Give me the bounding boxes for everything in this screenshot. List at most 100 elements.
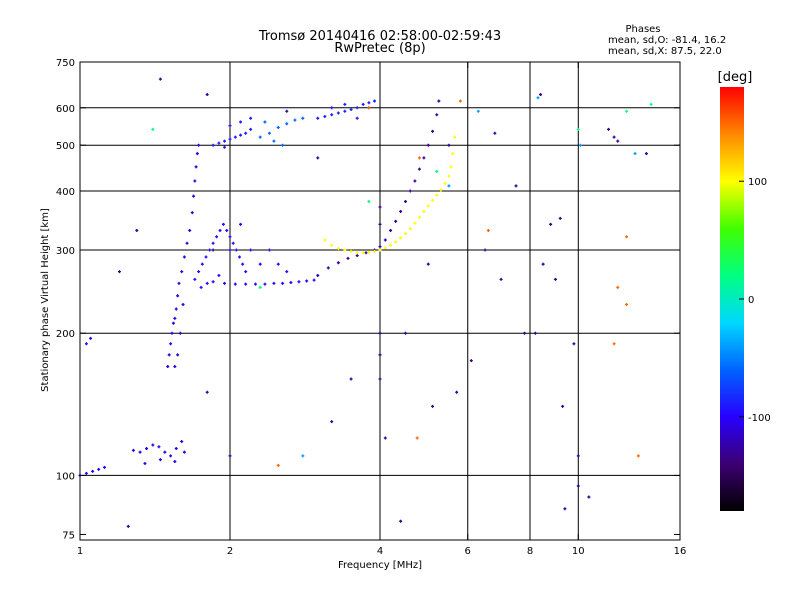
data-point — [249, 127, 253, 131]
data-point — [426, 204, 430, 208]
x-tick-label: 1 — [77, 546, 83, 557]
data-point — [431, 404, 435, 408]
data-point — [131, 448, 135, 452]
data-point — [346, 256, 350, 260]
data-point — [194, 165, 198, 169]
data-point — [399, 519, 403, 523]
y-tick-label: 200 — [56, 329, 75, 340]
data-point — [561, 404, 565, 408]
data-point — [84, 342, 88, 346]
data-point — [572, 342, 576, 346]
data-point — [349, 377, 353, 381]
data-point — [193, 277, 197, 281]
data-point — [399, 209, 403, 213]
data-point — [185, 241, 189, 245]
y-tick-label: 75 — [62, 530, 75, 541]
data-point — [228, 137, 232, 141]
data-point — [316, 273, 320, 277]
data-point — [145, 447, 149, 451]
data-point — [301, 116, 305, 120]
data-point — [174, 447, 178, 451]
data-point — [267, 248, 271, 252]
data-point — [258, 285, 262, 289]
data-point — [536, 96, 540, 100]
data-point — [633, 152, 637, 156]
data-point — [84, 471, 88, 475]
data-point — [378, 353, 382, 357]
data-point — [91, 469, 95, 473]
data-point — [89, 336, 93, 340]
data-point — [171, 321, 175, 325]
data-point — [413, 179, 417, 183]
data-point — [241, 262, 245, 266]
data-point — [281, 281, 285, 285]
data-point — [126, 524, 130, 528]
data-point — [343, 109, 347, 113]
data-point — [616, 139, 620, 143]
data-point — [576, 484, 580, 488]
data-point — [138, 450, 142, 454]
y-tick-label: 500 — [56, 141, 75, 152]
data-point — [576, 127, 580, 131]
data-point — [281, 143, 285, 147]
data-point — [276, 262, 280, 266]
colorbar-tick-label: 100 — [748, 177, 767, 188]
data-point — [399, 236, 403, 240]
data-point — [378, 377, 382, 381]
data-point — [238, 255, 242, 259]
data-point — [408, 189, 412, 193]
phase-stats-x: mean, sd,X: 87.5, 22.0 — [608, 46, 722, 57]
data-point — [170, 331, 174, 335]
x-axis-label: Frequency [MHz] — [338, 560, 422, 571]
x-tick-label: 8 — [527, 546, 533, 557]
data-point — [625, 235, 629, 239]
data-point — [499, 277, 503, 281]
data-point — [228, 124, 232, 128]
data-point — [458, 99, 462, 103]
data-point — [349, 249, 353, 253]
data-point — [205, 281, 209, 285]
data-point — [355, 254, 359, 258]
data-point — [135, 228, 139, 232]
data-point — [373, 99, 377, 103]
data-point — [180, 270, 184, 274]
data-point — [163, 450, 167, 454]
data-point — [228, 248, 232, 252]
data-point — [431, 129, 435, 133]
chart-subtitle: RwPretec (8p) — [334, 41, 425, 56]
data-point — [272, 139, 276, 143]
data-point — [285, 109, 289, 113]
data-point — [378, 245, 382, 249]
data-point — [323, 238, 327, 242]
data-point — [378, 248, 382, 252]
data-point — [258, 135, 262, 139]
data-point — [312, 278, 316, 282]
data-point — [330, 243, 334, 247]
chart-title: Tromsø 20140416 02:58:00-02:59:43 — [258, 29, 501, 44]
data-point — [176, 294, 180, 298]
data-point — [301, 454, 305, 458]
data-point — [355, 116, 359, 120]
data-point — [533, 331, 537, 335]
data-point — [403, 232, 407, 236]
data-point — [435, 169, 439, 173]
x-tick-label: 6 — [465, 546, 471, 557]
data-point — [373, 249, 377, 253]
data-point — [272, 281, 276, 285]
data-point — [394, 219, 398, 223]
data-point — [285, 122, 289, 126]
data-point — [178, 331, 182, 335]
colorbar-ticks: 100 0 -100 — [739, 177, 771, 424]
data-point — [204, 255, 208, 259]
data-point — [367, 106, 371, 110]
data-point — [151, 127, 155, 131]
data-point — [199, 285, 203, 289]
data-point — [607, 127, 611, 131]
data-point — [408, 227, 412, 231]
data-point — [225, 228, 229, 232]
data-point — [211, 280, 215, 284]
data-point — [435, 193, 439, 197]
data-point — [455, 390, 459, 394]
data-point — [244, 270, 248, 274]
